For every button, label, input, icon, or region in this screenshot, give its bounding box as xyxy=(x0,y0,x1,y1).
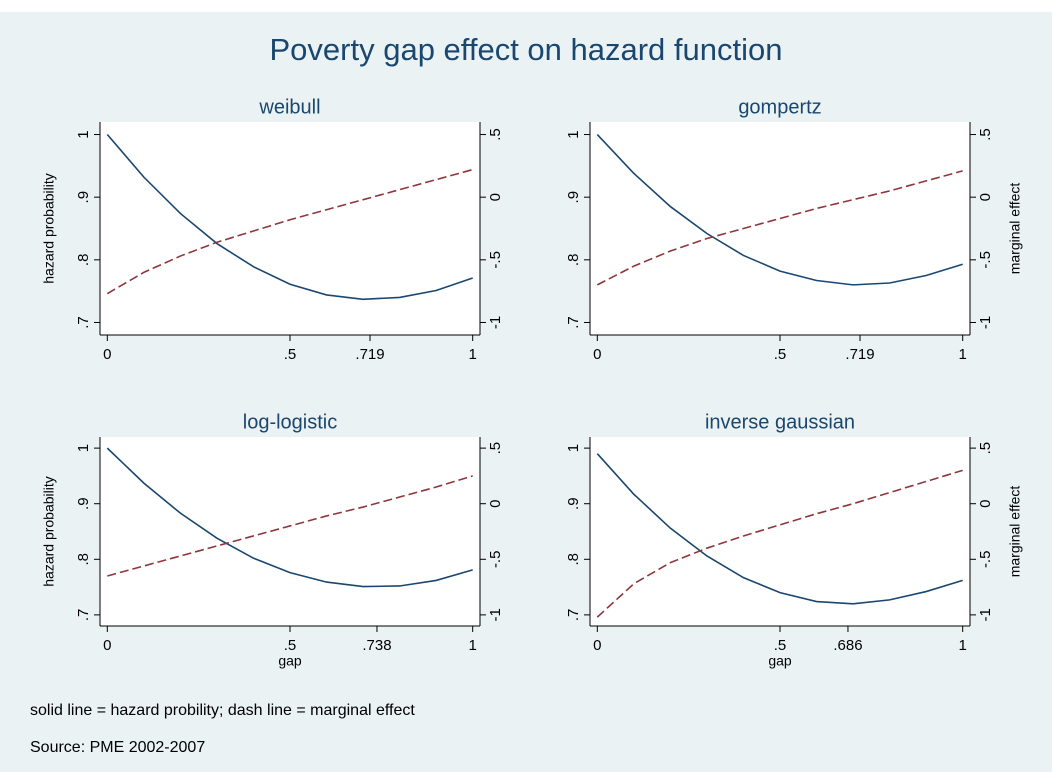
y2-tick-label: 0 xyxy=(487,193,504,201)
plot-area xyxy=(590,437,970,626)
x-tick-label: 0 xyxy=(103,346,111,363)
y-axis-label: hazard probability xyxy=(41,476,57,587)
y2-tick-label: 0 xyxy=(977,500,994,508)
x-tick-label: .686 xyxy=(833,637,862,654)
y2-tick-label: -.5 xyxy=(487,251,504,269)
y-tick-label: .9 xyxy=(75,191,92,204)
y-tick-label: .8 xyxy=(565,254,582,267)
y2-tick-label: -1 xyxy=(487,316,504,329)
figure-title: Poverty gap effect on hazard function xyxy=(270,32,783,67)
x-tick-label: .5 xyxy=(284,346,297,363)
y-tick-label: .7 xyxy=(75,316,92,329)
series-line xyxy=(106,134,473,301)
y-tick-label: .9 xyxy=(565,191,582,204)
series-line xyxy=(107,475,473,577)
series-line xyxy=(106,168,473,295)
panel-title: inverse gaussian xyxy=(705,411,855,433)
x-tick-label: 1 xyxy=(469,346,477,363)
y2-tick-label: -.5 xyxy=(977,551,994,569)
x-tick-label: .719 xyxy=(845,346,874,363)
series-line xyxy=(106,447,473,588)
plot-area xyxy=(590,122,970,335)
y-tick-label: .9 xyxy=(75,497,92,510)
x-tick-label: 0 xyxy=(103,637,111,654)
y-tick-label: .7 xyxy=(565,316,582,329)
series-line xyxy=(596,170,963,286)
panel-title: gompertz xyxy=(738,96,821,118)
y-tick-label: .7 xyxy=(75,609,92,622)
series-line xyxy=(596,133,963,286)
x-tick-label: 1 xyxy=(469,637,477,654)
x-tick-label: .5 xyxy=(774,346,787,363)
y-axis-label: hazard probability xyxy=(41,173,57,284)
y-tick-label: .8 xyxy=(565,553,582,566)
y-tick-label: .8 xyxy=(75,254,92,267)
panel-title: weibull xyxy=(258,96,320,118)
panel-title: log-logistic xyxy=(243,411,337,433)
series-line xyxy=(596,453,963,605)
y2-tick-label: .5 xyxy=(487,128,504,141)
y2-tick-label: -1 xyxy=(977,608,994,621)
x-tick-label: 1 xyxy=(959,637,967,654)
y2-tick-label: -1 xyxy=(487,608,504,621)
x-tick-label: .738 xyxy=(362,637,391,654)
plot-area xyxy=(100,437,480,626)
y-tick-label: 1 xyxy=(75,444,92,452)
y2-tick-label: .5 xyxy=(977,442,994,455)
y2-axis-label: marginal effect xyxy=(1007,183,1023,275)
y2-tick-label: 0 xyxy=(487,500,504,508)
y2-tick-label: -.5 xyxy=(487,551,504,569)
y-tick-label: .8 xyxy=(75,553,92,566)
y-tick-label: 1 xyxy=(75,130,92,138)
y2-axis-label: marginal effect xyxy=(1007,486,1023,578)
y2-tick-label: .5 xyxy=(487,442,504,455)
x-tick-label: 0 xyxy=(593,637,601,654)
y2-tick-label: .5 xyxy=(977,128,994,141)
x-tick-label: .719 xyxy=(355,346,384,363)
x-tick-label: 0 xyxy=(593,346,601,363)
x-tick-label: .5 xyxy=(284,637,297,654)
y-tick-label: .9 xyxy=(565,497,582,510)
y-tick-label: .7 xyxy=(565,609,582,622)
note: solid line = hazard probility; dash line… xyxy=(30,702,415,719)
x-axis-label: gap xyxy=(768,653,792,669)
y2-tick-label: 0 xyxy=(977,193,994,201)
y-tick-label: 1 xyxy=(565,130,582,138)
source: Source: PME 2002-2007 xyxy=(30,739,205,756)
x-tick-label: 1 xyxy=(959,346,967,363)
y2-tick-label: -.5 xyxy=(977,251,994,269)
x-tick-label: .5 xyxy=(774,637,787,654)
y-tick-label: 1 xyxy=(565,444,582,452)
plot-area xyxy=(100,122,480,335)
y2-tick-label: -1 xyxy=(977,316,994,329)
x-axis-label: gap xyxy=(278,653,302,669)
